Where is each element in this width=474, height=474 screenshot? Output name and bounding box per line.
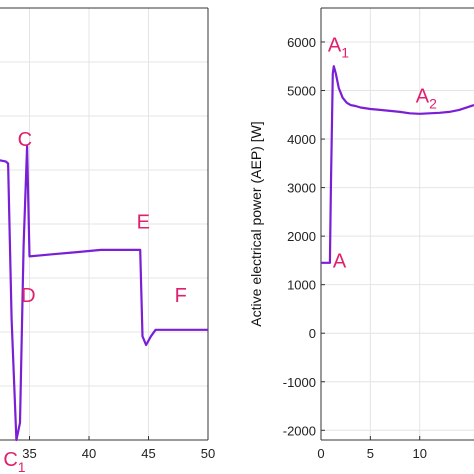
left-point-label: E: [137, 211, 150, 233]
right-y-axis-label: Active electrical power (AEP) [W]: [248, 121, 264, 326]
right-x-tick-label: 0: [317, 446, 324, 461]
right-series-line: [321, 65, 474, 264]
right-point-label: A2: [416, 86, 437, 112]
right-y-tick-label: 1000: [287, 278, 316, 293]
left-point-label: C: [18, 129, 32, 151]
right-x-tick-label: 5: [367, 446, 374, 461]
right-y-tick-label: 3000: [287, 181, 316, 196]
left-series-line: [0, 145, 208, 442]
left-x-tick-label: 45: [141, 446, 155, 461]
right-y-tick-label: -1000: [283, 375, 316, 390]
left-point-label: D: [21, 285, 35, 307]
right-y-tick-label: 0: [309, 326, 316, 341]
left-x-tick-label: 40: [82, 446, 96, 461]
right-y-tick-label: 5000: [287, 84, 316, 99]
right-panel: -2000 -1000 0 1000 2000 3000 4000 5000 6000 0 5 10 A…: [248, 7, 474, 461]
right-y-tick-label: 6000: [287, 35, 316, 50]
right-y-tick-label: 4000: [287, 132, 316, 147]
right-y-tick-label: 2000: [287, 229, 316, 244]
right-x-tick-label: 10: [412, 446, 426, 461]
right-y-tick-label: -2000: [283, 423, 316, 438]
left-panel: 3035404550CDEFC1: [0, 7, 215, 474]
left-point-label: F: [175, 285, 187, 307]
left-point-label: C1: [3, 449, 25, 474]
left-x-tick-label: 50: [201, 446, 215, 461]
left-x-tick-label: 35: [22, 446, 36, 461]
right-point-label: A: [333, 251, 347, 273]
right-point-label: A1: [328, 35, 349, 61]
